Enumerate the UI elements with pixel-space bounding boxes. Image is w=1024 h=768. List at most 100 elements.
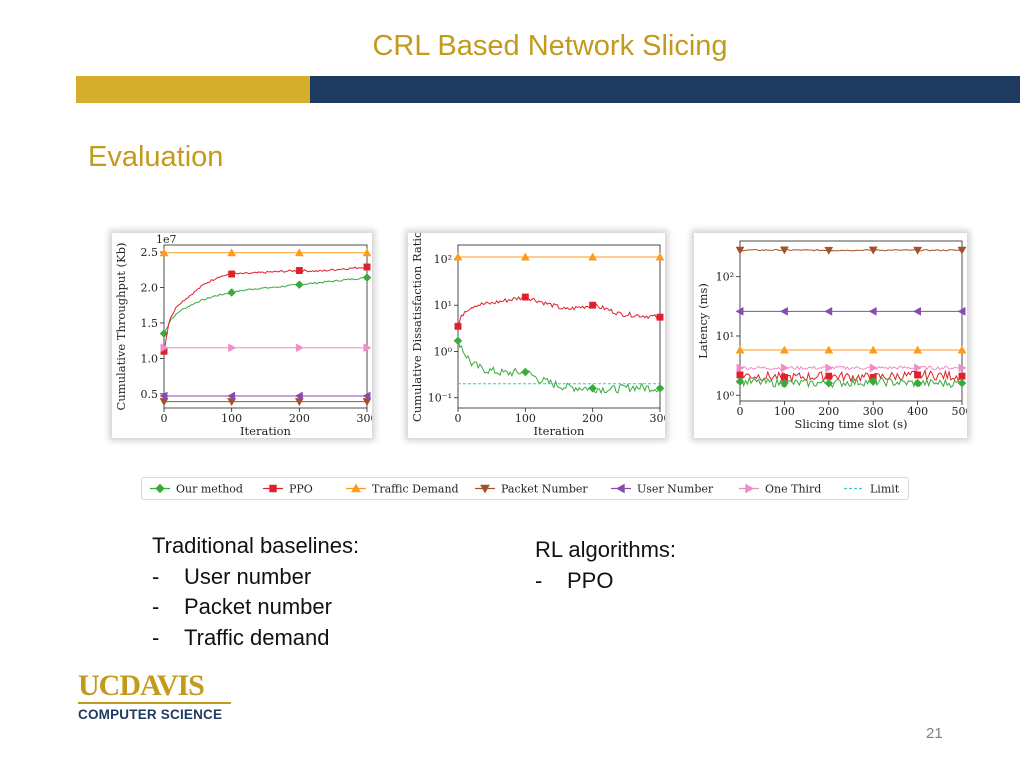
marker-packet-number [913,246,923,255]
marker-traffic-demand [453,252,463,261]
ucdavis-logo: UCDAVIS COMPUTER SCIENCE [78,671,231,722]
marker-traffic-demand [227,248,237,257]
marker-one-third [914,363,923,373]
marker-our-method [913,378,922,388]
marker-ppo [295,267,303,274]
marker-ppo [656,313,664,321]
legend-label-our-method: Our method [176,483,243,496]
legend-label-ppo: PPO [289,483,313,496]
list-item: - Traffic demand [152,624,330,650]
logo-rule [78,702,231,704]
marker-ppo [228,270,236,278]
chart-legend: Our method PPO Traffic Demand Packet Number… [141,477,909,500]
page-number: 21 [926,725,943,742]
marker-packet-number [779,246,789,255]
y-axis-label: Latency (ms) [696,283,710,359]
header-bar-gold [76,76,310,103]
marker-our-method [520,367,530,377]
series-line-our-method [457,337,661,395]
marker-our-method [655,383,665,393]
marker-ppo [958,372,966,380]
throughput-chart-panel: 0 100 200 300 0.5 1.0 1.5 2.0 2.5 Iteration Cumula… [112,233,372,438]
y-tick-label: 1.0 [141,352,159,365]
series-line-one-third [740,365,963,371]
marker-our-method [780,378,789,388]
x-tick-label: 200 [582,412,603,425]
list-item: - Packet number [152,594,332,619]
x-tick-label: 500 [952,405,968,418]
y-tick-label: 10² [434,253,452,266]
marker-our-method [227,288,237,297]
marker-ppo [914,371,922,379]
legend-marker-user-number [615,483,625,494]
y-tick-label: 10² [716,271,734,284]
x-tick-label: 100 [515,412,536,425]
marker-ppo [825,372,833,380]
x-tick-label: 0 [161,412,168,425]
list-item-text: Packet number [184,594,332,619]
marker-user-number [957,306,966,316]
x-tick-label: 200 [818,405,839,418]
y-tick-label: 2.5 [141,246,159,259]
rl-algorithms-list: RL algorithms: - PPO [535,535,676,596]
list-item-text: User number [184,563,312,589]
marker-traffic-demand [588,252,598,261]
list-item-text: Traffic demand [184,624,330,650]
y-tick-label: 10¹ [716,330,734,343]
plot-frame [163,244,368,409]
marker-one-third [160,343,169,353]
marker-packet-number [824,246,834,255]
marker-traffic-demand [913,345,923,354]
x-axis-label: Iteration [534,424,586,438]
marker-one-third [736,363,745,373]
marker-traffic-demand [294,248,304,257]
marker-user-number [735,306,744,316]
list-item-text: PPO [567,567,614,593]
logo-wordmark: UCDAVIS [78,669,205,702]
marker-user-number [227,391,236,401]
x-tick-label: 200 [289,412,310,425]
marker-our-method [588,383,598,393]
legend-marker-packet-number [480,484,490,494]
marker-one-third [825,363,834,373]
legend-marker-ppo [269,484,277,493]
x-tick-label: 300 [863,405,884,418]
legend-marker-traffic-demand [351,483,361,493]
marker-traffic-demand [957,345,967,354]
y-tick-label: 10⁰ [434,345,453,358]
series-line-our-method [163,276,368,334]
legend-label-limit: Limit [870,483,900,496]
marker-one-third [780,363,789,373]
latency-chart-panel: 0 100 200 300 400 500 10⁰ 10¹ 10² Slicing time sl… [694,233,967,438]
marker-packet-number [868,246,878,255]
marker-our-method [362,273,372,282]
y-tick-label: 10⁰ [716,389,735,402]
y-offset-label: 1e7 [156,233,177,246]
marker-traffic-demand [520,252,530,261]
list-item: - PPO [535,567,614,593]
rl-heading: RL algorithms: [535,537,677,562]
marker-our-method [159,329,169,338]
y-axis-label: Cumulative Throughput (Kb) [114,243,128,411]
x-tick-label: 100 [774,405,795,418]
marker-user-number [868,306,877,316]
header-bar-navy [310,76,1020,103]
marker-traffic-demand [655,252,665,261]
marker-packet-number [735,246,745,255]
x-tick-label: 0 [455,412,462,425]
y-tick-label: 10¹ [434,299,452,312]
marker-one-third [228,343,237,353]
dissatisfaction-chart-panel: 0 100 200 300 10⁻¹ 10⁰ 10¹ 10² Iteration Cumulati… [408,233,665,438]
marker-one-third [869,363,878,373]
marker-packet-number [957,246,967,255]
marker-our-method [868,377,878,386]
marker-user-number [824,306,833,316]
x-axis-label: Slicing time slot (s) [794,417,907,431]
marker-our-method [824,378,834,388]
marker-user-number [779,306,788,316]
marker-ppo [363,263,371,271]
legend-marker-our-method [155,483,165,494]
legend-marker-one-third [745,483,755,494]
x-tick-label: 0 [737,405,744,418]
x-tick-label: 100 [221,412,242,425]
